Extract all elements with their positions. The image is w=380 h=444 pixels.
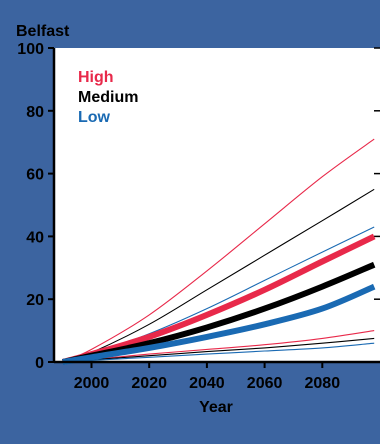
y-tick-label: 0 <box>35 355 44 372</box>
x-tick-label: 2000 <box>74 375 110 392</box>
legend-entry-medium: Medium <box>78 89 138 106</box>
x-axis-label: Year <box>199 399 233 416</box>
x-tick-label: 2020 <box>131 375 167 392</box>
series-line-low-central <box>62 283 376 365</box>
series-line-high-upper <box>62 138 375 363</box>
x-tick-label: 2060 <box>247 375 283 392</box>
legend-entry-low: Low <box>78 109 111 126</box>
series-line-low-lower <box>62 342 375 363</box>
x-tick-label: 2040 <box>189 375 225 392</box>
y-tick-label: 100 <box>17 41 44 58</box>
chart-title: Belfast <box>16 23 70 40</box>
y-tick-label: 80 <box>26 104 44 121</box>
y-tick-label: 60 <box>26 167 44 184</box>
y-tick-label: 20 <box>26 292 44 309</box>
x-tick-label: 2080 <box>305 375 341 392</box>
y-tick-label: 40 <box>26 229 44 246</box>
legend-entry-high: High <box>78 69 114 86</box>
